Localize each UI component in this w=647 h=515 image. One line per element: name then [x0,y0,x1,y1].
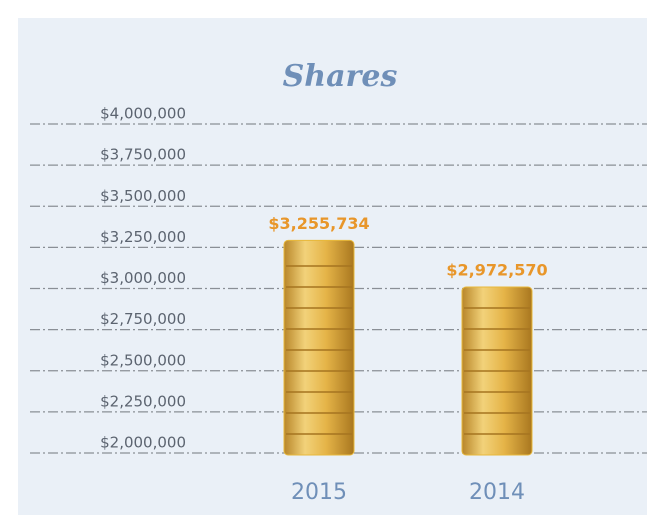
value-label: $3,255,734 [268,214,369,233]
y-tick-label: $3,750,000 [100,146,186,164]
y-tick-label: $3,500,000 [100,187,186,205]
bar [283,239,355,456]
y-tick-label: $3,250,000 [100,228,186,246]
y-tick-label: $2,250,000 [100,392,186,410]
y-tick-label: $3,000,000 [100,269,186,287]
y-tick-label: $2,500,000 [100,351,186,369]
x-tick-label: 2015 [291,480,347,505]
x-tick-label: 2014 [469,480,525,505]
value-label: $2,972,570 [446,261,547,280]
chart-title: Shares [283,59,398,94]
y-tick-label: $2,000,000 [100,434,186,452]
y-tick-label: $2,750,000 [100,310,186,328]
y-tick-label: $4,000,000 [100,105,186,123]
